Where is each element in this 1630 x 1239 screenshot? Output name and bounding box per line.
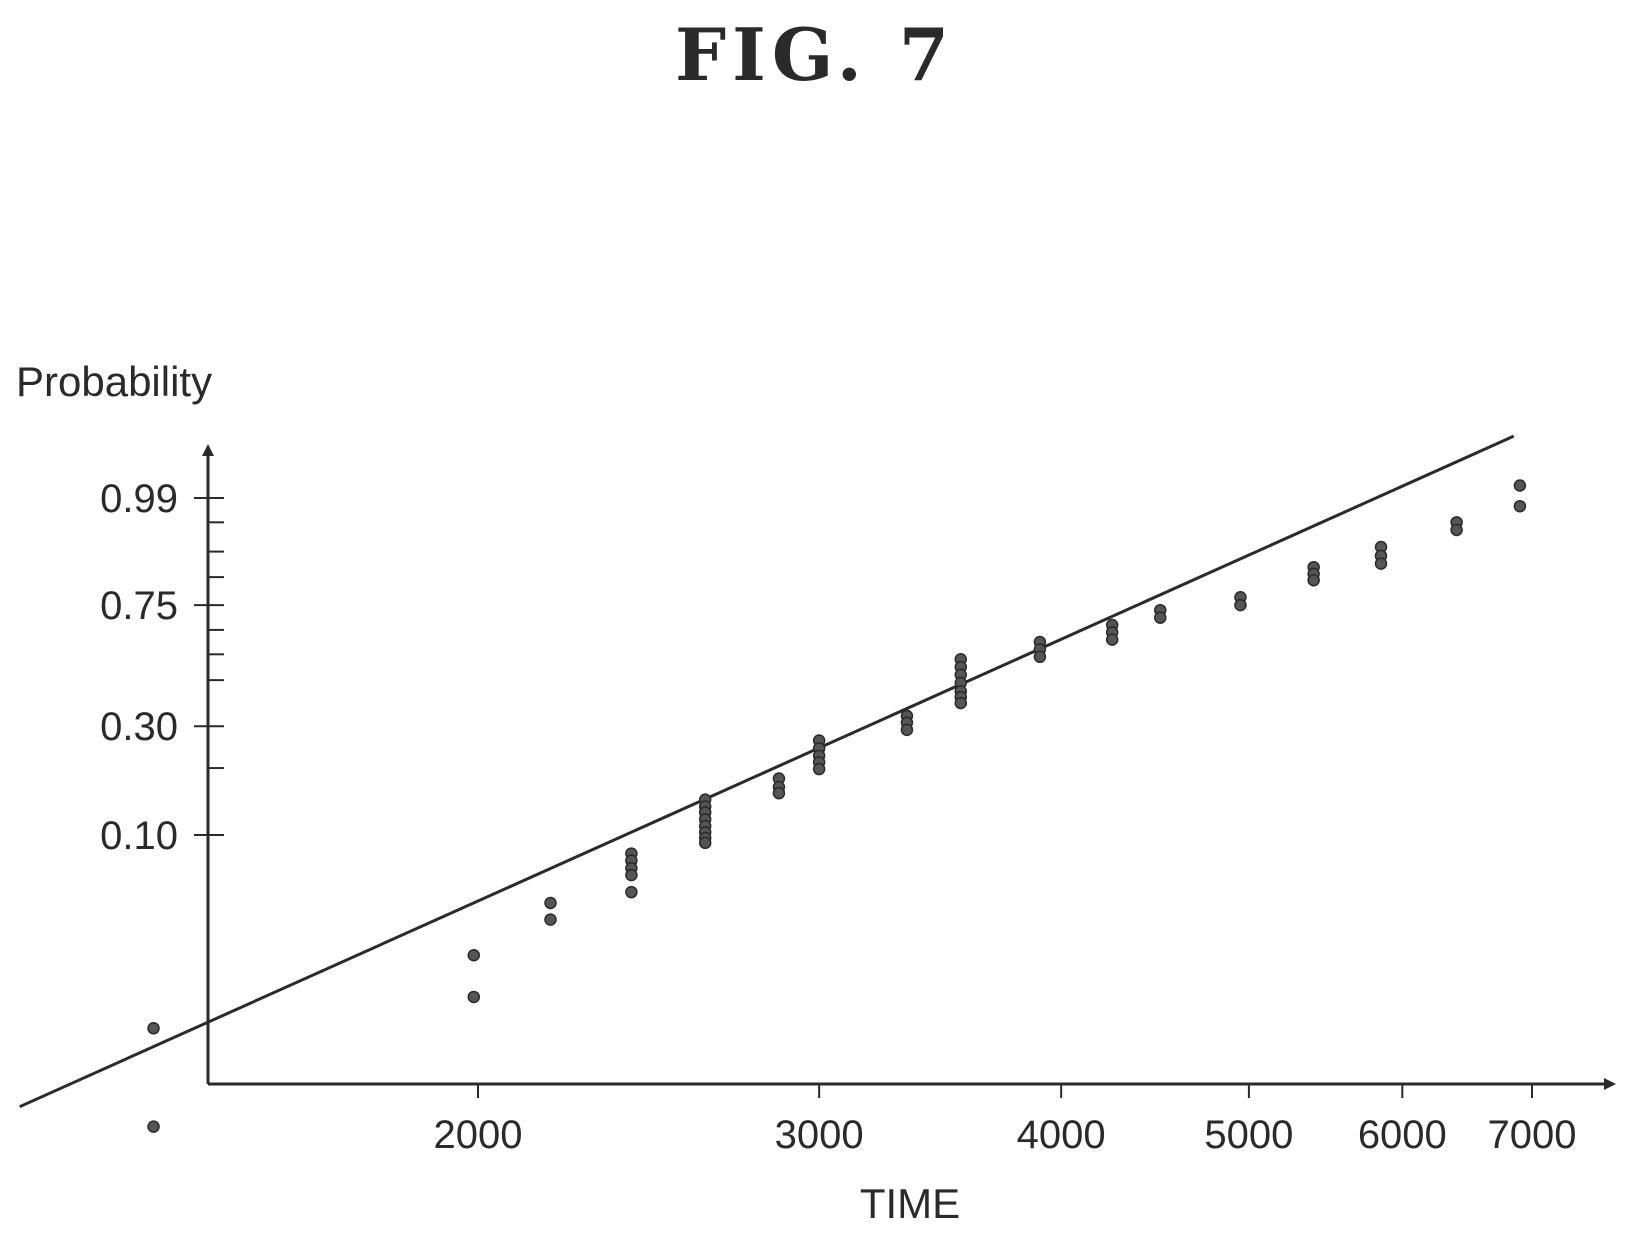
y-axis-ticks: 0.10 0.30 0.75 0.99 (100, 477, 224, 858)
data-points (147, 479, 1527, 1133)
data-point-0-9 (625, 868, 638, 882)
x-axis-label: TIME (860, 1180, 960, 1227)
fit-line-group (19, 434, 1515, 1109)
y-tick-label-3: 0.99 (100, 477, 178, 521)
data-point-0-4 (544, 896, 557, 910)
y-tick-label-0: 0.10 (100, 814, 178, 858)
data-point-0-54 (1450, 523, 1463, 537)
figure-title: FIG. 7 (675, 12, 955, 97)
data-point-0-49 (1307, 573, 1320, 587)
y-tick-label-1: 0.30 (100, 705, 178, 749)
data-point-0-55 (1513, 479, 1527, 492)
data-point-0-29 (900, 723, 914, 737)
data-point-0-44 (1154, 611, 1167, 624)
data-point-0-42 (1105, 633, 1119, 646)
x-tick-label-4: 6000 (1358, 1113, 1447, 1157)
x-tick-label-5: 7000 (1488, 1113, 1577, 1157)
data-point-0-56 (1513, 499, 1527, 513)
data-point-0-36 (954, 696, 968, 710)
x-tick-label-1: 3000 (775, 1113, 864, 1157)
y-tick-label-2: 0.75 (100, 584, 178, 628)
x-tick-label-3: 5000 (1204, 1113, 1293, 1157)
data-point-0-39 (1033, 650, 1047, 664)
y-axis-label: Probability (16, 358, 212, 405)
data-point-0-18 (698, 836, 712, 850)
x-axis-ticks: 2000 3000 4000 5000 6000 7000 (434, 1084, 1577, 1157)
data-point-0-26 (812, 762, 826, 776)
data-point-0-1 (147, 1120, 160, 1133)
data-point-0-0 (147, 1022, 160, 1035)
data-point-0-10 (625, 885, 638, 899)
data-point-0-2 (467, 948, 481, 962)
x-tick-label-0: 2000 (434, 1113, 523, 1157)
y-minor-ticks (208, 521, 224, 770)
data-point-0-5 (544, 913, 557, 926)
x-tick-label-2: 4000 (1017, 1113, 1106, 1157)
data-point-0-21 (772, 786, 786, 800)
data-point-0-3 (467, 990, 481, 1004)
fit-line (19, 434, 1515, 1109)
data-point-0-52 (1374, 557, 1388, 570)
data-point-0-46 (1234, 598, 1247, 612)
